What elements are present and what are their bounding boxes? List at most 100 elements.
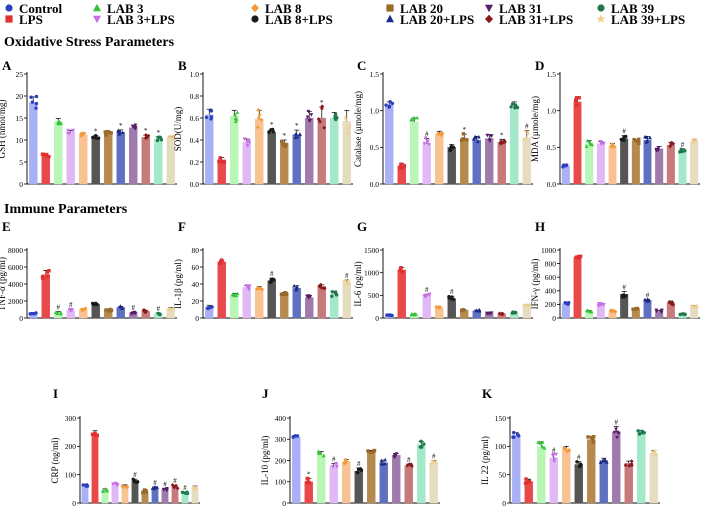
data-point <box>654 147 659 152</box>
data-point <box>235 110 240 114</box>
data-point <box>516 433 520 437</box>
data-point <box>562 445 566 450</box>
bar <box>643 139 652 185</box>
bar <box>292 134 302 185</box>
data-point <box>218 156 222 160</box>
legend-marker <box>485 4 493 13</box>
data-point <box>614 427 618 432</box>
data-point <box>552 457 557 462</box>
data-point <box>293 434 297 438</box>
data-point <box>208 305 212 310</box>
data-point <box>316 449 321 453</box>
data-point <box>242 137 247 141</box>
legend-marker <box>93 15 101 24</box>
y-tick-label: 400 <box>275 414 287 423</box>
data-point <box>439 131 444 136</box>
y-tick-label: 50 <box>499 470 507 479</box>
bar <box>279 143 289 185</box>
bar <box>254 288 264 319</box>
significance-mark: # <box>153 479 157 487</box>
data-point <box>422 141 427 146</box>
data-point <box>346 278 351 283</box>
data-point <box>257 112 262 117</box>
panel-G: G IL-6 (pg/ml) 0 500 1000 1500 # # <box>353 219 533 323</box>
data-point <box>402 164 407 168</box>
data-point <box>423 136 428 141</box>
bar <box>416 444 426 504</box>
bar <box>459 138 469 185</box>
panel-H: H IFN-γ (pg/ml) 0 200 400 600 800 1000 # # <box>530 219 700 323</box>
data-point <box>627 463 632 468</box>
data-point <box>644 135 649 139</box>
y-axis-label: GSH (nmol/mg) <box>0 100 7 159</box>
significance-mark: # <box>183 484 187 492</box>
data-point <box>629 459 634 464</box>
data-point <box>613 309 618 314</box>
y-tick-label: 20 <box>192 297 200 306</box>
y-axis-label: IL-1β (pg/ml) <box>173 259 183 309</box>
bar <box>643 300 652 319</box>
y-tick-label: 1000 <box>364 268 379 277</box>
data-point <box>305 115 310 120</box>
y-axis-label: SOD(U/mg) <box>173 107 183 152</box>
y-tick-label: 150 <box>495 414 507 423</box>
data-point <box>28 312 32 316</box>
legend-marker <box>5 15 13 23</box>
data-point <box>525 131 531 136</box>
data-point <box>656 146 661 150</box>
data-point <box>577 96 581 100</box>
data-point <box>536 440 540 444</box>
data-point <box>384 103 388 107</box>
data-point <box>489 134 494 138</box>
data-point <box>90 301 95 306</box>
data-point <box>83 306 88 311</box>
data-point <box>387 105 391 109</box>
legend-marker <box>386 14 394 23</box>
data-point <box>447 296 451 300</box>
y-tick-label: 800 <box>545 259 557 268</box>
significance-mark: # <box>133 471 137 479</box>
y-tick-label: 400 <box>545 287 557 296</box>
data-point <box>356 470 360 475</box>
data-point <box>44 153 48 158</box>
bar <box>41 155 51 185</box>
bar <box>291 436 301 504</box>
data-point <box>256 115 261 120</box>
data-point <box>477 308 482 312</box>
panel-letter: K <box>482 386 493 401</box>
data-point <box>142 488 147 492</box>
panel-D: D MDA (µmole/mg) 0.0 0.5 1.0 1.5 # # <box>530 58 700 189</box>
data-point <box>120 130 125 135</box>
data-point <box>650 450 656 455</box>
y-tick-label: 0.5 <box>547 143 557 152</box>
data-point <box>671 141 676 146</box>
data-point <box>585 138 590 143</box>
y-tick-label: 1.5 <box>547 70 557 79</box>
panel-letter: H <box>535 219 545 234</box>
data-point <box>622 135 626 139</box>
data-point <box>161 488 166 492</box>
bar <box>636 432 646 504</box>
significance-mark: # <box>552 446 556 454</box>
bar <box>690 141 699 185</box>
bar <box>397 269 407 319</box>
data-point <box>465 138 469 142</box>
data-point <box>409 462 414 467</box>
data-point <box>524 136 529 140</box>
data-point <box>158 135 163 140</box>
bar <box>191 487 199 504</box>
y-tick-label: 1.0 <box>547 106 557 115</box>
bar <box>53 121 63 185</box>
y-tick-label: 1.0 <box>370 106 380 115</box>
data-point <box>79 133 83 138</box>
data-point <box>429 462 434 466</box>
data-point <box>172 485 176 490</box>
y-tick-label: 10 <box>16 136 24 145</box>
y-tick-label: 100 <box>65 470 77 479</box>
data-point <box>526 303 531 308</box>
bar <box>434 133 444 185</box>
data-point <box>636 429 640 433</box>
data-point <box>680 149 684 153</box>
